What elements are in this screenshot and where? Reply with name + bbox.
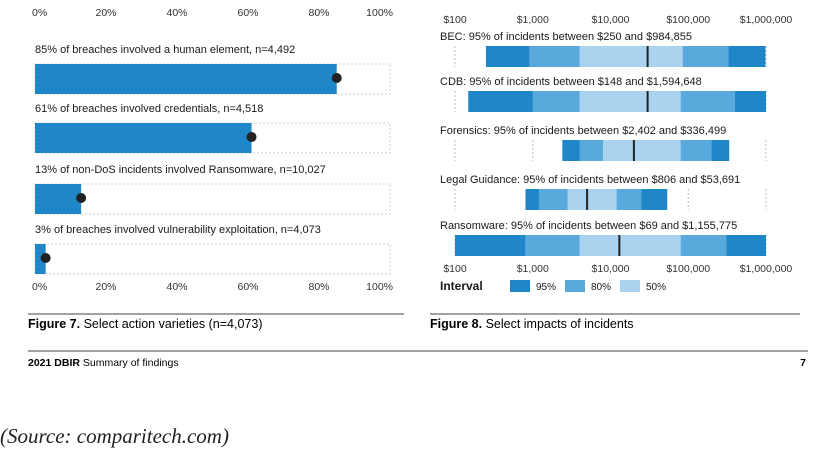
page-number: 7	[800, 357, 806, 369]
fig7-x-tick-bottom: 60%	[237, 281, 258, 293]
fig8-x-tick-bottom: $10,000	[592, 263, 630, 275]
fig7-bar-label: 61% of breaches involved credentials, n=…	[35, 103, 263, 115]
fig8-legend-label: 80%	[591, 282, 611, 293]
fig8-x-tick-bottom: $100	[443, 263, 467, 275]
fig8-interval-50	[579, 91, 681, 112]
fig7-x-tick-bottom: 20%	[95, 281, 116, 293]
fig8-interval-50	[602, 140, 681, 161]
fig8-x-tick-bottom: $100,000	[666, 263, 710, 275]
fig7-bar-label: 85% of breaches involved a human element…	[35, 44, 295, 56]
fig7-x-tick-top: 0%	[32, 7, 47, 19]
fig8-x-tick-top: $1,000,000	[740, 14, 793, 26]
figure-8-caption-text: Select impacts of incidents	[482, 317, 633, 331]
fig7-bar	[35, 184, 82, 214]
fig7-x-tick-bottom: 40%	[166, 281, 187, 293]
figure-7-chart: 0% 20% 40% 60% 80% 100% 0% 20% 40% 60% 80% 100% 85% …	[32, 7, 393, 293]
fig7-bar-dot	[40, 253, 51, 263]
fig8-legend-label: 95%	[536, 282, 556, 293]
fig7-bar-track	[34, 183, 391, 215]
fig8-interval-50	[567, 189, 617, 210]
fig7-x-tick-bottom: 100%	[366, 281, 393, 293]
fig7-x-tick-top: 20%	[95, 7, 116, 19]
fig8-row-label: CDB: 95% of incidents between $148 and $…	[440, 76, 702, 88]
fig7-bar-dot	[246, 132, 257, 142]
footer-report-section: Summary of findings	[80, 357, 179, 369]
fig8-row-label: BEC: 95% of incidents between $250 and $…	[440, 31, 692, 43]
fig8-row-label: Forensics: 95% of incidents between $2,4…	[440, 125, 726, 137]
figure-7-caption: Figure 7. Select action varieties (n=4,0…	[28, 317, 263, 331]
fig7-bar	[35, 244, 46, 274]
fig8-x-tick-top: $1,000	[517, 14, 549, 26]
fig7-bar-dot	[76, 193, 87, 203]
fig8-x-tick-bottom: $1,000,000	[740, 263, 793, 275]
figure-8-chart: $100 $1,000 $10,000 $100,000 $1,000,000 $100 $…	[440, 14, 792, 293]
fig8-row-label: Ransomware: 95% of incidents between $69…	[440, 220, 737, 232]
source-note: (Source: comparitech.com)	[0, 424, 229, 448]
fig8-x-tick-top: $10,000	[592, 14, 630, 26]
figure-8-caption: Figure 8. Select impacts of incidents	[430, 317, 634, 331]
fig8-legend-label: 50%	[646, 282, 666, 293]
footer-report-name: 2021 DBIR	[28, 357, 80, 369]
fig8-legend-title: Interval	[440, 279, 483, 293]
fig7-bar	[35, 64, 337, 94]
fig7-x-tick-bottom: 0%	[32, 281, 47, 293]
fig8-legend-swatch	[620, 280, 640, 292]
fig8-x-tick-top: $100,000	[666, 14, 710, 26]
fig7-x-tick-bottom: 80%	[308, 281, 329, 293]
fig7-bar-label: 3% of breaches involved vulnerability ex…	[35, 224, 321, 236]
fig8-interval-50	[579, 46, 683, 67]
figure-7-caption-label: Figure 7.	[28, 317, 80, 331]
fig8-interval-50	[579, 235, 681, 256]
figure-8-caption-label: Figure 8.	[430, 317, 482, 331]
fig8-x-tick-bottom: $1,000	[517, 263, 549, 275]
fig7-x-tick-top: 40%	[166, 7, 187, 19]
fig7-x-tick-top: 60%	[237, 7, 258, 19]
fig7-bar-label: 13% of non-DoS incidents involved Ransom…	[35, 164, 326, 176]
fig7-bar	[35, 123, 252, 153]
fig7-x-tick-top: 80%	[308, 7, 329, 19]
fig8-legend-swatch	[510, 280, 530, 292]
fig8-row-label: Legal Guidance: 95% of incidents between…	[440, 174, 740, 186]
fig8-legend-swatch	[565, 280, 585, 292]
footer-report-title: 2021 DBIR Summary of findings	[28, 357, 179, 369]
fig7-x-tick-top: 100%	[366, 7, 393, 19]
fig7-bar-track	[34, 243, 391, 275]
figure-7-caption-text: Select action varieties (n=4,073)	[80, 317, 262, 331]
fig8-x-tick-top: $100	[443, 14, 467, 26]
fig7-bar-dot	[331, 73, 342, 83]
